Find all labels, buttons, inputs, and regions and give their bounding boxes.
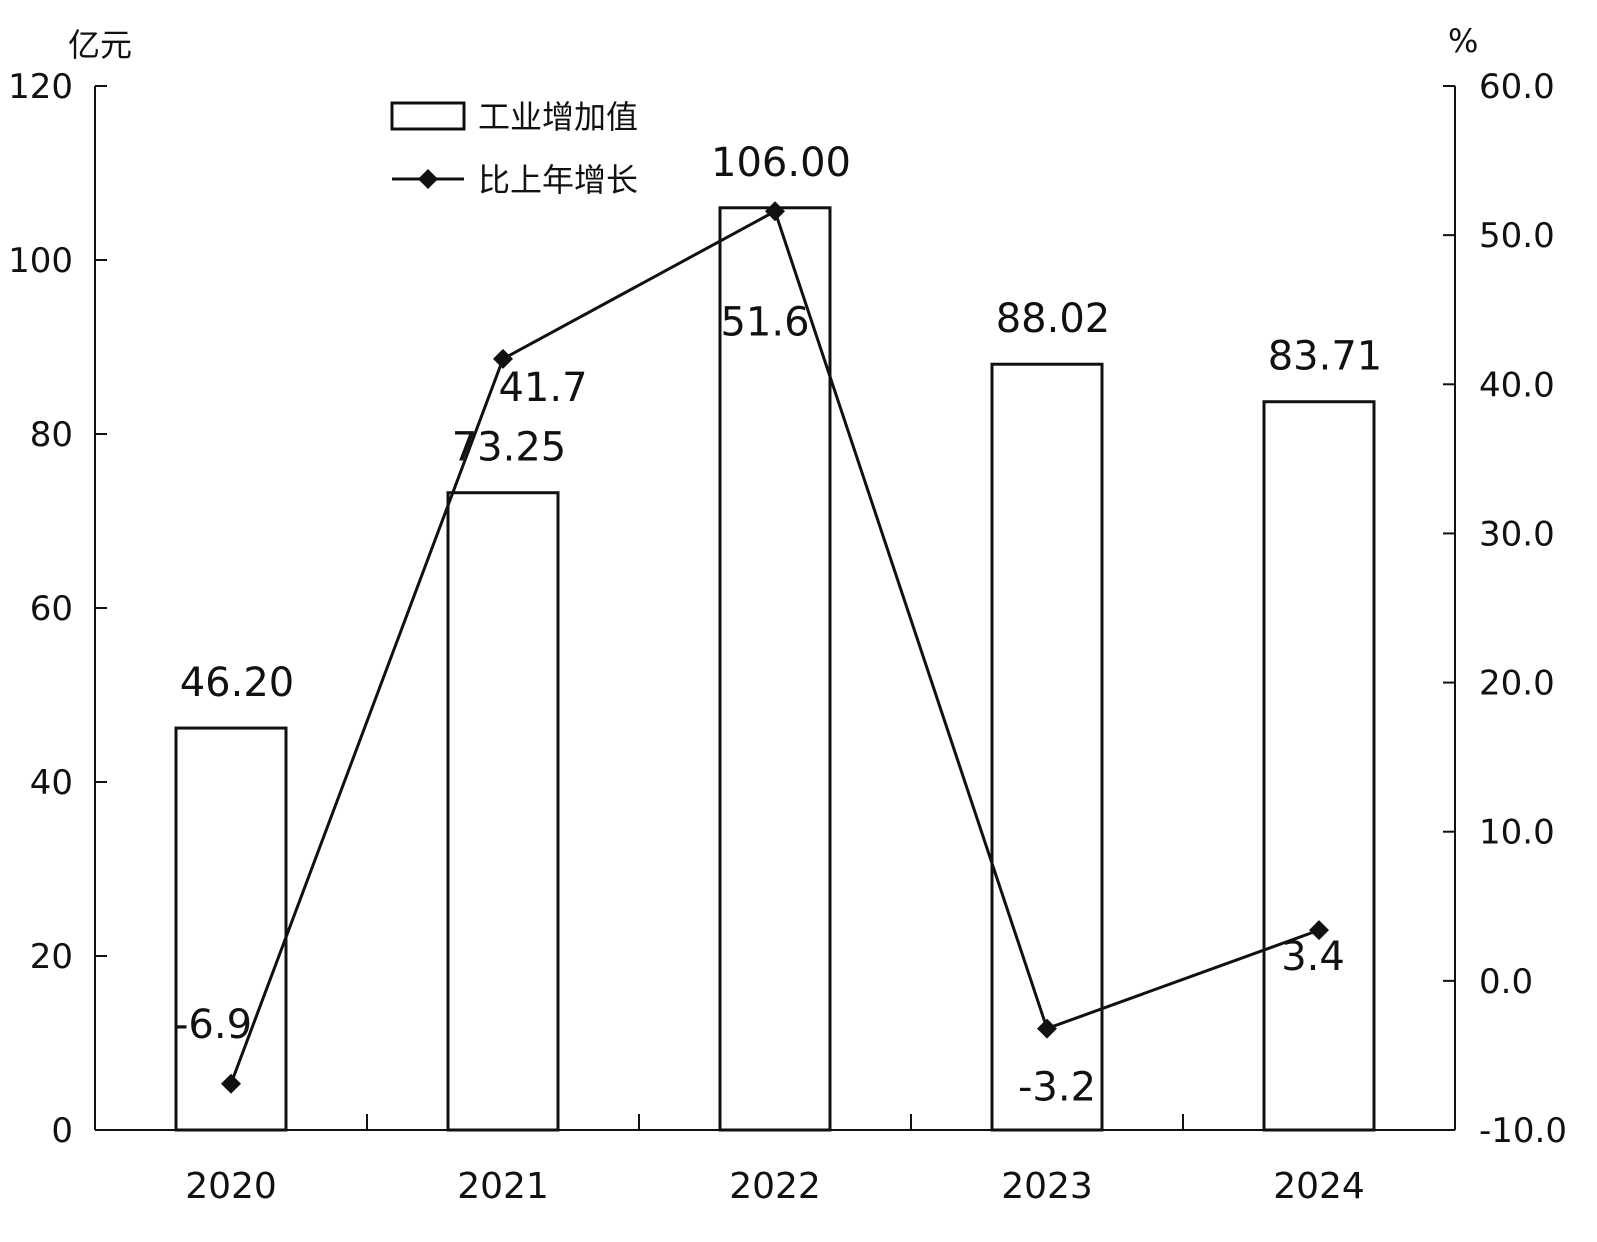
growth-point (1037, 1018, 1057, 1039)
left-axis-tick-label: 80 (30, 415, 73, 455)
right-axis-unit: % (1448, 22, 1478, 60)
bar (174, 726, 288, 1132)
bar-value-label: 73.25 (452, 425, 567, 471)
left-axis-tick-label: 40 (30, 763, 73, 803)
bar-value-label: 46.20 (180, 660, 295, 706)
bar (1262, 400, 1376, 1132)
growth-point (221, 1073, 241, 1094)
right-axis-tick-label: 30.0 (1479, 514, 1555, 554)
legend-line-marker (418, 169, 438, 189)
data-labels: 46.20 73.25 106.00 88.02 83.71 -6.9 41.7 51.6 -3… (174, 140, 1382, 1111)
right-axis-tick-label: 50.0 (1479, 216, 1555, 256)
growth-value-label: -3.2 (1018, 1065, 1096, 1111)
right-axis-tick-label: -10.0 (1479, 1111, 1567, 1151)
growth-point (1309, 920, 1329, 941)
left-axis-tick-label: 60 (30, 589, 73, 629)
right-axis-tick-label: 20.0 (1479, 664, 1555, 704)
left-axis-tick-label: 20 (30, 937, 73, 977)
growth-point (493, 348, 513, 369)
legend-bar-label: 工业增加值 (478, 98, 638, 136)
left-axis-unit: 亿元 (68, 26, 132, 64)
axes: 0 20 40 60 80 100 120 -10.0 0.0 10.0 20.0 30.0 40.0 5… (8, 67, 1567, 1207)
right-axis-tick-label: 60.0 (1479, 67, 1555, 107)
x-axis-category-label: 2021 (457, 1166, 549, 1207)
legend-bar-swatch (390, 101, 466, 131)
growth-value-label: 51.6 (720, 299, 809, 345)
x-axis-category-label: 2024 (1273, 1166, 1365, 1207)
left-axis-tick-label: 120 (8, 67, 73, 107)
bar (446, 491, 560, 1132)
growth-value-label: 41.7 (498, 365, 587, 411)
left-axis-tick-label: 100 (8, 241, 73, 281)
bar-value-label: 83.71 (1268, 334, 1383, 380)
bar (990, 362, 1104, 1132)
right-axis-tick-label: 10.0 (1479, 813, 1555, 853)
bar (718, 206, 832, 1132)
legend-line-label: 比上年增长 (478, 161, 638, 199)
bars (174, 206, 1376, 1132)
right-axis-tick-label: 40.0 (1479, 365, 1555, 405)
bar-value-label: 106.00 (711, 140, 851, 186)
legend: 工业增加值 比上年增长 (390, 98, 638, 199)
right-axis-tick-label: 0.0 (1479, 962, 1533, 1002)
x-axis-category-label: 2022 (729, 1166, 821, 1207)
x-axis-category-label: 2020 (185, 1166, 277, 1207)
left-axis-tick-label: 0 (51, 1111, 73, 1151)
bar-value-label: 88.02 (996, 296, 1111, 342)
growth-point (765, 201, 785, 222)
x-axis-category-label: 2023 (1001, 1166, 1093, 1207)
growth-value-label: 3.4 (1281, 934, 1345, 980)
growth-value-label: -6.9 (174, 1002, 252, 1048)
growth-line-series (221, 201, 1329, 1094)
